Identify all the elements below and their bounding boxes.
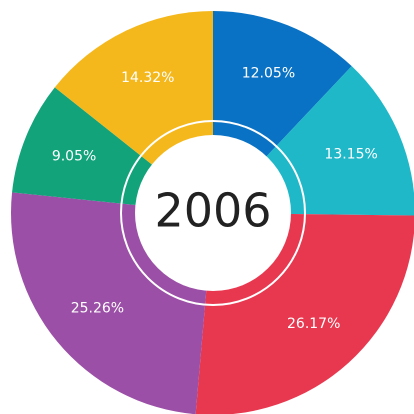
center-hole [135,135,291,291]
value-label: 13.15% [324,147,377,163]
value-label: 12.05% [242,66,295,82]
value-label: 14.32% [121,70,174,86]
center-label: 2006 [154,184,271,238]
value-label: 9.05% [52,148,96,164]
value-label: 25.26% [71,301,124,317]
ring [120,120,306,306]
value-label: 26.17% [287,316,340,332]
